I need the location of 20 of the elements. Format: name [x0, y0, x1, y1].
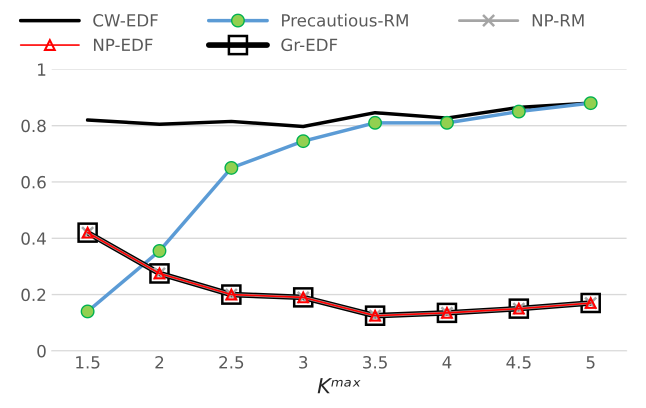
y-tick-label: 1 — [38, 64, 46, 76]
x-tick-label: 4 — [442, 356, 452, 368]
x-tick-label: 5 — [586, 356, 595, 369]
legend-label: CW-EDF — [93, 14, 158, 27]
legend-label: Precautious-RM — [282, 14, 408, 27]
y-tick-label: 0.2 — [21, 288, 46, 302]
legend-label: Gr-EDF — [281, 38, 338, 52]
legend-label: NP-EDF — [94, 38, 152, 51]
x-tick-label: 3.5 — [363, 356, 387, 369]
x-tick-label: 4.5 — [506, 356, 531, 369]
x-tick-label: 2 — [155, 356, 164, 368]
x-tick-label: 2.5 — [219, 356, 244, 369]
x-tick-label: 3 — [299, 356, 308, 369]
y-tick-label: 0.8 — [21, 120, 46, 132]
y-tick-label: 0 — [37, 344, 46, 358]
x-tick-label: 1.5 — [76, 356, 100, 369]
legend-label: NP-RM — [532, 14, 584, 26]
x-axis-title: Kᵐᵃˣ — [318, 378, 361, 394]
y-tick-label: 0.6 — [21, 176, 46, 189]
y-tick-label: 0.4 — [21, 232, 46, 245]
